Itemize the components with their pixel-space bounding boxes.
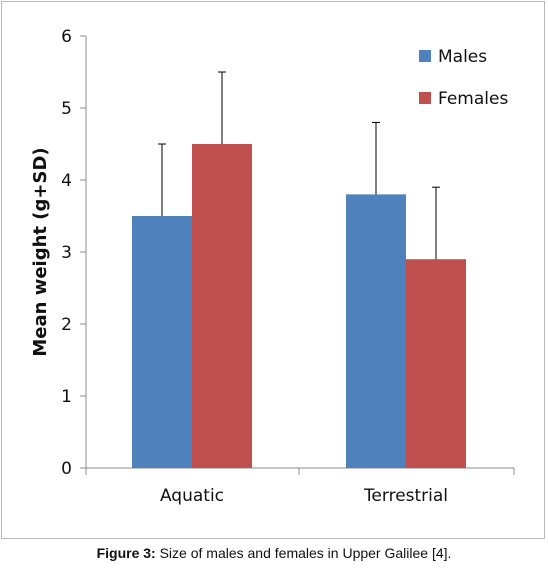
caption-label: Figure 3: (96, 545, 156, 561)
y-tick-label: 6 (61, 27, 72, 47)
bar-males-aquatic (132, 216, 192, 468)
y-tick-label: 2 (61, 315, 72, 335)
x-category-labels: Aquatic Terrestrial (160, 486, 448, 506)
y-tick-label: 5 (61, 99, 72, 119)
y-tick-label: 4 (61, 171, 72, 191)
y-tick-label: 1 (61, 387, 72, 407)
legend-swatch-females (419, 92, 431, 104)
y-tick-label: 0 (61, 459, 72, 479)
figure-caption: Figure 3: Size of males and females in U… (0, 545, 548, 561)
y-tick-label: 3 (61, 243, 72, 263)
bars (132, 144, 466, 468)
y-axis-label: Mean weight (g+SD) (30, 147, 51, 356)
legend-label-males: Males (438, 47, 487, 67)
bar-females-aquatic (192, 144, 252, 468)
y-tick-labels: 0 1 2 3 4 5 6 (61, 27, 72, 479)
bar-males-terrestrial (346, 194, 406, 468)
legend-label-females: Females (438, 89, 508, 109)
error-bars (158, 71, 440, 260)
caption-text: Size of males and females in Upper Galil… (155, 545, 452, 561)
bar-females-terrestrial (406, 259, 466, 468)
legend: Males Females (419, 47, 508, 109)
x-category-label: Terrestrial (363, 486, 448, 506)
x-category-label: Aquatic (160, 486, 224, 506)
legend-swatch-males (419, 50, 431, 62)
